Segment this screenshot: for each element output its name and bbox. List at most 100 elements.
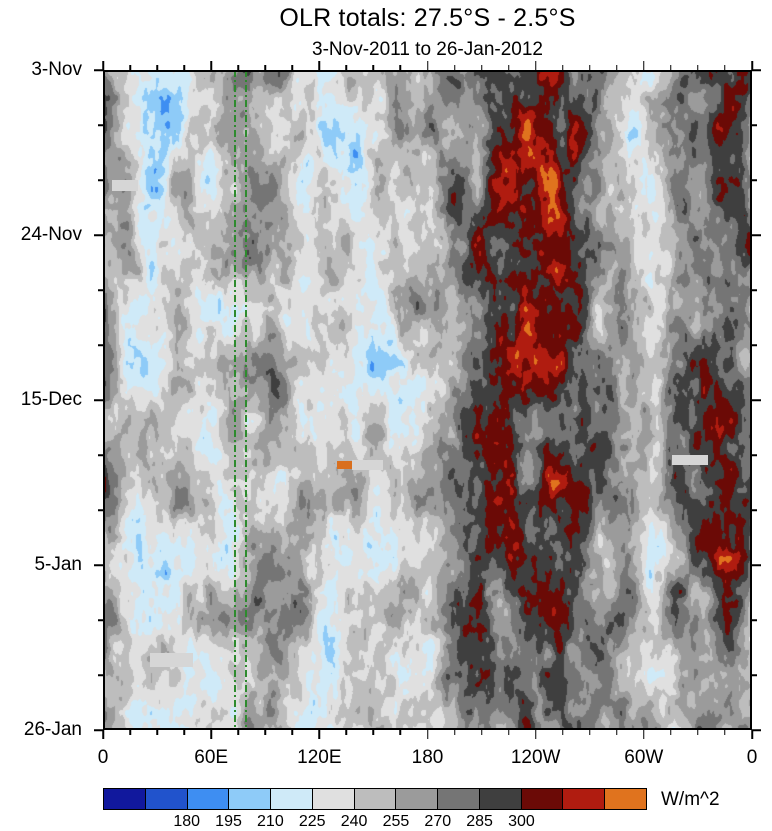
y-axis-tick-label: 5-Jan	[34, 554, 82, 575]
tick-mark	[752, 509, 757, 511]
tick-mark	[318, 730, 321, 739]
x-axis-tick-label: 0	[97, 747, 109, 768]
tick-mark	[752, 564, 761, 566]
colorbar	[103, 788, 647, 810]
tick-mark	[643, 61, 645, 70]
colorbar-box	[186, 789, 229, 809]
tick-mark	[507, 730, 510, 735]
x-axis-tick-label: 60E	[194, 747, 229, 768]
tick-mark	[453, 730, 456, 735]
colorbar-tick-label: 210	[257, 813, 284, 830]
tick-mark	[129, 730, 131, 735]
tick-mark	[751, 61, 753, 70]
colorbar-box	[270, 789, 312, 809]
plot-area	[94, 61, 761, 739]
tick-mark	[752, 69, 761, 71]
y-axis-labels: 3-Nov 24-Nov 15-Dec 5-Jan 26-Jan	[0, 59, 92, 740]
tick-mark	[237, 730, 239, 735]
x-axis-tick-label: 0	[746, 747, 758, 768]
tick-mark	[94, 729, 103, 731]
y-axis-tick-label: 15-Dec	[20, 389, 82, 410]
y-axis-tick-label: 3-Nov	[31, 59, 82, 80]
colorbar-tick-label: 255	[382, 813, 410, 830]
missing-data-bar	[352, 460, 384, 470]
missing-data-bar	[672, 454, 708, 465]
tick-mark	[291, 730, 294, 735]
colorbar-unit-label: W/m^2	[661, 789, 720, 810]
colorbar-tick-label: 180	[173, 813, 201, 830]
heatmap-canvas	[103, 70, 752, 730]
colorbar-box	[311, 789, 354, 809]
y-axis-tick-label: 26-Jan	[23, 719, 82, 740]
tick-mark	[183, 730, 185, 735]
chart-subtitle: 3-Nov-2011 to 26-Jan-2012	[312, 39, 543, 60]
tick-mark	[670, 730, 672, 735]
tick-mark	[752, 399, 761, 401]
colorbar-labels: 180 195 210 225 240 255 270 285 300	[103, 813, 647, 831]
tick-mark	[210, 730, 212, 739]
tick-mark	[94, 399, 103, 401]
tick-mark	[426, 730, 429, 739]
colorbar-box	[228, 789, 271, 809]
tick-mark	[752, 179, 757, 181]
x-axis-tick-label: 120E	[297, 747, 342, 768]
tick-mark	[752, 729, 761, 731]
tick-mark	[752, 234, 761, 236]
colorbar-box	[395, 789, 438, 809]
tick-mark	[534, 61, 537, 70]
tick-mark	[752, 674, 757, 676]
tick-mark	[724, 730, 726, 735]
x-axis-tick-label: 180	[411, 747, 444, 768]
tick-mark	[156, 730, 158, 735]
tick-mark	[372, 730, 375, 735]
tick-mark	[752, 344, 757, 346]
colorbar-box	[144, 789, 187, 809]
colorbar-box	[562, 789, 605, 809]
colorbar-tick-label: 285	[466, 813, 493, 830]
tick-mark	[616, 730, 618, 735]
chart-title: OLR totals: 27.5°S - 2.5°S	[279, 4, 576, 32]
tick-mark	[751, 730, 753, 739]
tick-mark	[102, 730, 104, 739]
tick-mark	[94, 564, 103, 566]
tick-mark	[399, 730, 402, 735]
tick-mark	[561, 730, 564, 735]
green-reference-line	[233, 70, 236, 730]
tick-mark	[480, 730, 483, 735]
x-axis-labels: 0 60E 120E 180 120W 60W 0	[98, 747, 758, 771]
tick-mark	[697, 730, 699, 735]
tick-mark	[643, 730, 645, 739]
colorbar-tick-label: 225	[298, 813, 326, 830]
colorbar-box	[478, 789, 521, 809]
tick-mark	[426, 61, 429, 70]
colorbar-box	[437, 789, 479, 809]
colorbar-box	[104, 789, 145, 809]
missing-data-bar	[112, 180, 139, 192]
tick-mark	[534, 730, 537, 739]
tick-mark	[94, 69, 103, 71]
tick-mark	[210, 61, 212, 70]
colorbar-tick-label: 240	[340, 813, 368, 830]
tick-mark	[752, 619, 757, 621]
tick-mark	[752, 124, 757, 126]
colorbar-tick-label: 195	[215, 813, 242, 830]
field-mark	[336, 460, 352, 469]
colorbar-box	[604, 789, 646, 809]
tick-mark	[94, 234, 103, 236]
colorbar-tick-label: 300	[508, 813, 535, 830]
green-reference-line	[244, 70, 247, 730]
missing-data-bar	[149, 652, 193, 667]
x-axis-tick-label: 60W	[624, 747, 664, 768]
colorbar-tick-label: 270	[424, 813, 452, 830]
tick-mark	[264, 730, 266, 735]
colorbar-box	[353, 789, 396, 809]
x-axis-tick-label: 120W	[510, 747, 561, 768]
tick-mark	[589, 730, 591, 735]
y-axis-tick-label: 24-Nov	[20, 224, 82, 245]
tick-mark	[345, 730, 348, 735]
tick-mark	[318, 61, 321, 70]
tick-mark	[102, 61, 104, 70]
tick-mark	[752, 454, 757, 456]
tick-mark	[752, 289, 757, 291]
